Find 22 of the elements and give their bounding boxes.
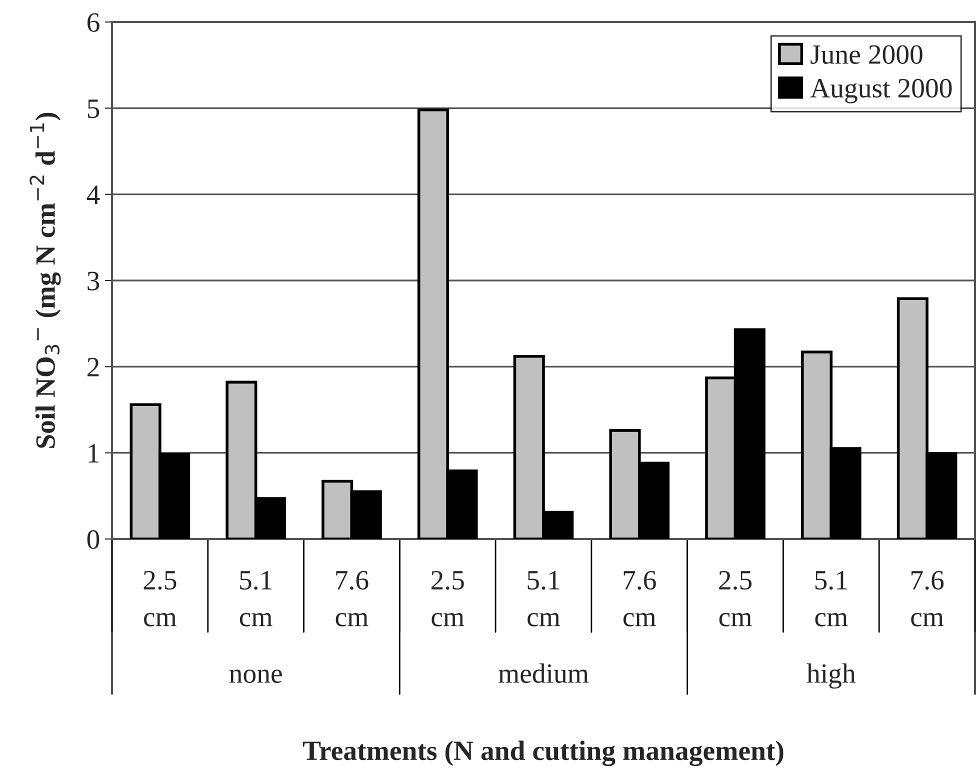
y-tick-label: 3 bbox=[88, 272, 100, 290]
x-tick-label: 5.1 cm bbox=[528, 571, 560, 626]
y-tick-label: 1 bbox=[88, 444, 99, 462]
x-tick-label: 2.5 cm bbox=[431, 570, 464, 626]
x-tick-label: 7.6 cm bbox=[623, 570, 656, 626]
x-tick-label: 7.6 cm bbox=[336, 570, 368, 626]
x-tick-label: 2.5 cm bbox=[144, 570, 176, 626]
text: none bbox=[229, 670, 282, 683]
y-axis-title: Soil NO$_{3}$$^{−}$ (mg N cm$^{−2}$ d$^{−1}$) bbox=[30, 112, 61, 448]
y-tick-label: 2 bbox=[88, 358, 99, 376]
x-tick-label: 5.1 cm bbox=[240, 571, 272, 626]
x-tick-label: 7.6 cm bbox=[911, 570, 944, 626]
x-axis-title: Treatments (N and cutting management) bbox=[302, 740, 784, 766]
y-tick-label: 5 bbox=[88, 100, 100, 118]
y-tick-label: 4 bbox=[86, 186, 100, 204]
legend-label: June 2000 bbox=[810, 45, 922, 64]
text: medium bbox=[498, 663, 589, 683]
y-tick-label: 6 bbox=[88, 13, 100, 32]
x-tick-label: 2.5 cm bbox=[719, 570, 752, 626]
y-tick-label: 0 bbox=[87, 530, 100, 549]
legend-label: August 2000 bbox=[810, 78, 952, 104]
text: high bbox=[806, 663, 856, 689]
